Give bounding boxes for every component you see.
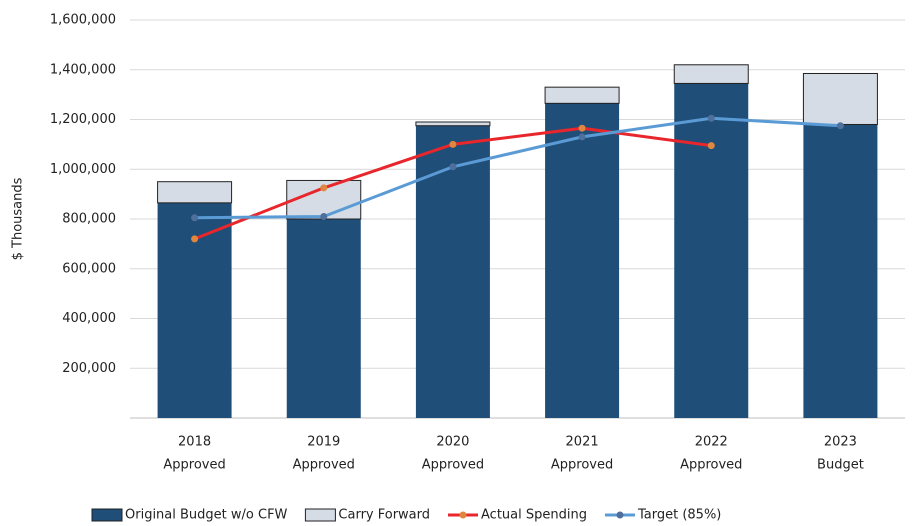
marker: [578, 133, 586, 141]
y-tick-label: 400,000: [62, 311, 116, 326]
x-tick-label: Approved: [551, 458, 613, 473]
marker: [707, 142, 715, 150]
legend-label: Carry Forward: [338, 508, 430, 523]
x-tick-label: Approved: [163, 458, 225, 473]
y-tick-label: 1,200,000: [50, 112, 116, 127]
bar: [157, 202, 232, 418]
x-tick-label: Approved: [422, 458, 484, 473]
legend-label: Actual Spending: [481, 508, 587, 523]
bar: [415, 125, 490, 418]
marker: [449, 140, 457, 148]
marker: [320, 184, 328, 192]
legend-label: Target (85%): [637, 508, 721, 523]
bar: [157, 181, 233, 204]
x-tick-label: Budget: [817, 458, 864, 473]
x-tick-label: Approved: [293, 458, 355, 473]
legend-label: Original Budget w/o CFW: [125, 508, 288, 523]
legend-swatch: [304, 508, 336, 522]
x-tick-label: 2020: [436, 435, 469, 450]
line: [194, 116, 841, 220]
x-tick-label: 2022: [695, 435, 728, 450]
marker: [836, 122, 844, 130]
legend-marker: [616, 511, 624, 519]
y-tick-label: 1,000,000: [50, 162, 116, 177]
marker: [191, 214, 199, 222]
y-axis-label: $ Thousands: [11, 177, 26, 260]
marker: [320, 213, 328, 221]
marker: [191, 235, 199, 243]
legend-marker: [459, 511, 467, 519]
bar: [415, 121, 491, 127]
legend-swatch: [91, 508, 123, 522]
marker: [707, 114, 715, 122]
marker: [578, 124, 586, 132]
y-tick-label: 800,000: [62, 212, 116, 227]
x-tick-label: 2021: [566, 435, 599, 450]
bar: [544, 86, 620, 104]
y-tick-label: 1,400,000: [50, 62, 116, 77]
y-tick-label: 1,600,000: [50, 13, 116, 28]
x-tick-label: 2023: [824, 435, 857, 450]
y-tick-label: 600,000: [62, 261, 116, 276]
bar: [674, 83, 749, 419]
y-tick-label: 200,000: [62, 361, 116, 376]
bar: [802, 72, 878, 125]
x-tick-label: 2018: [178, 435, 211, 450]
bar: [803, 124, 878, 418]
x-tick-label: 2019: [307, 435, 340, 450]
bar: [545, 103, 620, 419]
bar: [673, 64, 749, 84]
x-tick-label: Approved: [680, 458, 742, 473]
bar: [286, 219, 361, 418]
marker: [449, 163, 457, 171]
